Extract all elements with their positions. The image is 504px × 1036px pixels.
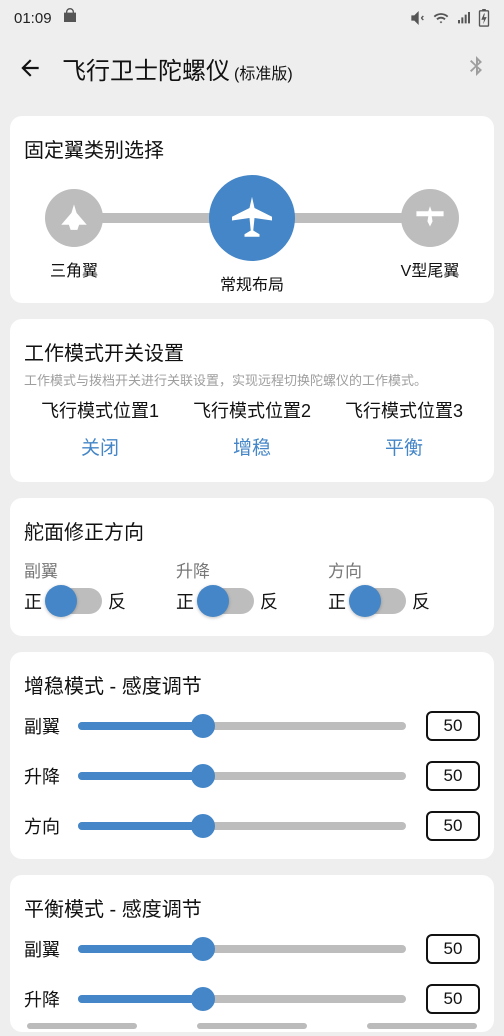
gain-level-row: 副翼 50 <box>24 934 480 964</box>
wing-type-card: 固定翼类别选择 三角翼 常规布局 <box>10 116 494 303</box>
wing-option-vtail[interactable]: V型尾翼 <box>380 175 480 281</box>
vtail-wing-icon <box>401 189 459 247</box>
bluetooth-icon[interactable] <box>464 52 488 85</box>
dir-aileron: 副翼 正 反 <box>24 557 176 614</box>
bag-icon <box>62 8 78 28</box>
dir-neg-label: 反 <box>108 588 126 614</box>
dir-elevator-toggle[interactable] <box>200 588 254 614</box>
mode-switch-card: 工作模式开关设置 工作模式与拨档开关进行关联设置，实现远程切换陀螺仪的工作模式。… <box>10 319 494 482</box>
status-time: 01:09 <box>14 10 52 27</box>
gain-value[interactable]: 50 <box>426 711 480 741</box>
mode-pos-value: 关闭 <box>24 433 176 460</box>
gain-label: 升降 <box>24 986 68 1012</box>
wing-label: 常规布局 <box>220 271 284 295</box>
dir-label: 升降 <box>176 557 328 582</box>
nav-home[interactable] <box>197 1023 307 1029</box>
page-title-main: 飞行卫士陀螺仪 <box>62 51 230 86</box>
signal-icon <box>456 10 472 26</box>
wing-label: 三角翼 <box>50 257 98 281</box>
gain-stab-row: 副翼 50 <box>24 711 480 741</box>
nav-back[interactable] <box>367 1023 477 1029</box>
servo-dir-title: 舵面修正方向 <box>24 516 480 545</box>
dir-pos-label: 正 <box>176 588 194 614</box>
dir-rudder: 方向 正 反 <box>328 557 480 614</box>
battery-icon <box>478 9 490 27</box>
dir-pos-label: 正 <box>328 588 346 614</box>
mode-switch-sub: 工作模式与拨档开关进行关联设置，实现远程切换陀螺仪的工作模式。 <box>24 370 480 389</box>
gain-stab-row: 升降 50 <box>24 761 480 791</box>
wing-type-title: 固定翼类别选择 <box>24 134 480 163</box>
mode-switch-title: 工作模式开关设置 <box>24 337 480 366</box>
dir-label: 副翼 <box>24 557 176 582</box>
mode-pos-value: 平衡 <box>328 433 480 460</box>
gain-label: 方向 <box>24 813 68 839</box>
status-icons <box>410 9 490 27</box>
gain-level-slider-1[interactable] <box>78 987 406 1011</box>
page-title-sub: (标准版) <box>234 60 293 84</box>
dir-elevator: 升降 正 反 <box>176 557 328 614</box>
mode-pos-3[interactable]: 飞行模式位置3 平衡 <box>328 397 480 460</box>
back-button[interactable] <box>16 54 44 82</box>
mode-pos-value: 增稳 <box>176 433 328 460</box>
servo-dir-card: 舵面修正方向 副翼 正 反 升降 正 反 方向 <box>10 498 494 636</box>
gain-label: 副翼 <box>24 936 68 962</box>
wing-option-delta[interactable]: 三角翼 <box>24 175 124 281</box>
app-bar: 飞行卫士陀螺仪 (标准版) <box>0 36 504 100</box>
gain-value[interactable]: 50 <box>426 984 480 1014</box>
mode-pos-1[interactable]: 飞行模式位置1 关闭 <box>24 397 176 460</box>
wing-label: V型尾翼 <box>401 257 460 281</box>
gain-value[interactable]: 50 <box>426 761 480 791</box>
mode-pos-header: 飞行模式位置3 <box>328 397 480 423</box>
normal-wing-icon <box>209 175 295 261</box>
android-nav-bar <box>0 1016 504 1036</box>
page-title: 飞行卫士陀螺仪 (标准版) <box>62 51 293 86</box>
mode-pos-header: 飞行模式位置2 <box>176 397 328 423</box>
gain-stab-row: 方向 50 <box>24 811 480 841</box>
nav-recent[interactable] <box>27 1023 137 1029</box>
gain-value[interactable]: 50 <box>426 811 480 841</box>
gain-label: 副翼 <box>24 713 68 739</box>
delta-wing-icon <box>45 189 103 247</box>
mode-pos-header: 飞行模式位置1 <box>24 397 176 423</box>
status-bar: 01:09 <box>0 0 504 36</box>
dir-pos-label: 正 <box>24 588 42 614</box>
gain-level-card: 平衡模式 - 感度调节 副翼 50 升降 50 <box>10 875 494 1032</box>
gain-stab-slider-2[interactable] <box>78 814 406 838</box>
wing-option-normal[interactable]: 常规布局 <box>202 175 302 295</box>
gain-stab-slider-0[interactable] <box>78 714 406 738</box>
gain-stab-slider-1[interactable] <box>78 764 406 788</box>
gain-stab-title: 增稳模式 - 感度调节 <box>24 670 480 699</box>
dir-aileron-toggle[interactable] <box>48 588 102 614</box>
dir-label: 方向 <box>328 557 480 582</box>
dir-rudder-toggle[interactable] <box>352 588 406 614</box>
gain-value[interactable]: 50 <box>426 934 480 964</box>
gain-level-title: 平衡模式 - 感度调节 <box>24 893 480 922</box>
dir-neg-label: 反 <box>412 588 430 614</box>
gain-label: 升降 <box>24 763 68 789</box>
gain-level-slider-0[interactable] <box>78 937 406 961</box>
mute-icon <box>410 10 426 26</box>
gain-stab-card: 增稳模式 - 感度调节 副翼 50 升降 50 方向 50 <box>10 652 494 859</box>
wifi-icon <box>432 10 450 26</box>
mode-pos-2[interactable]: 飞行模式位置2 增稳 <box>176 397 328 460</box>
gain-level-row: 升降 50 <box>24 984 480 1014</box>
dir-neg-label: 反 <box>260 588 278 614</box>
